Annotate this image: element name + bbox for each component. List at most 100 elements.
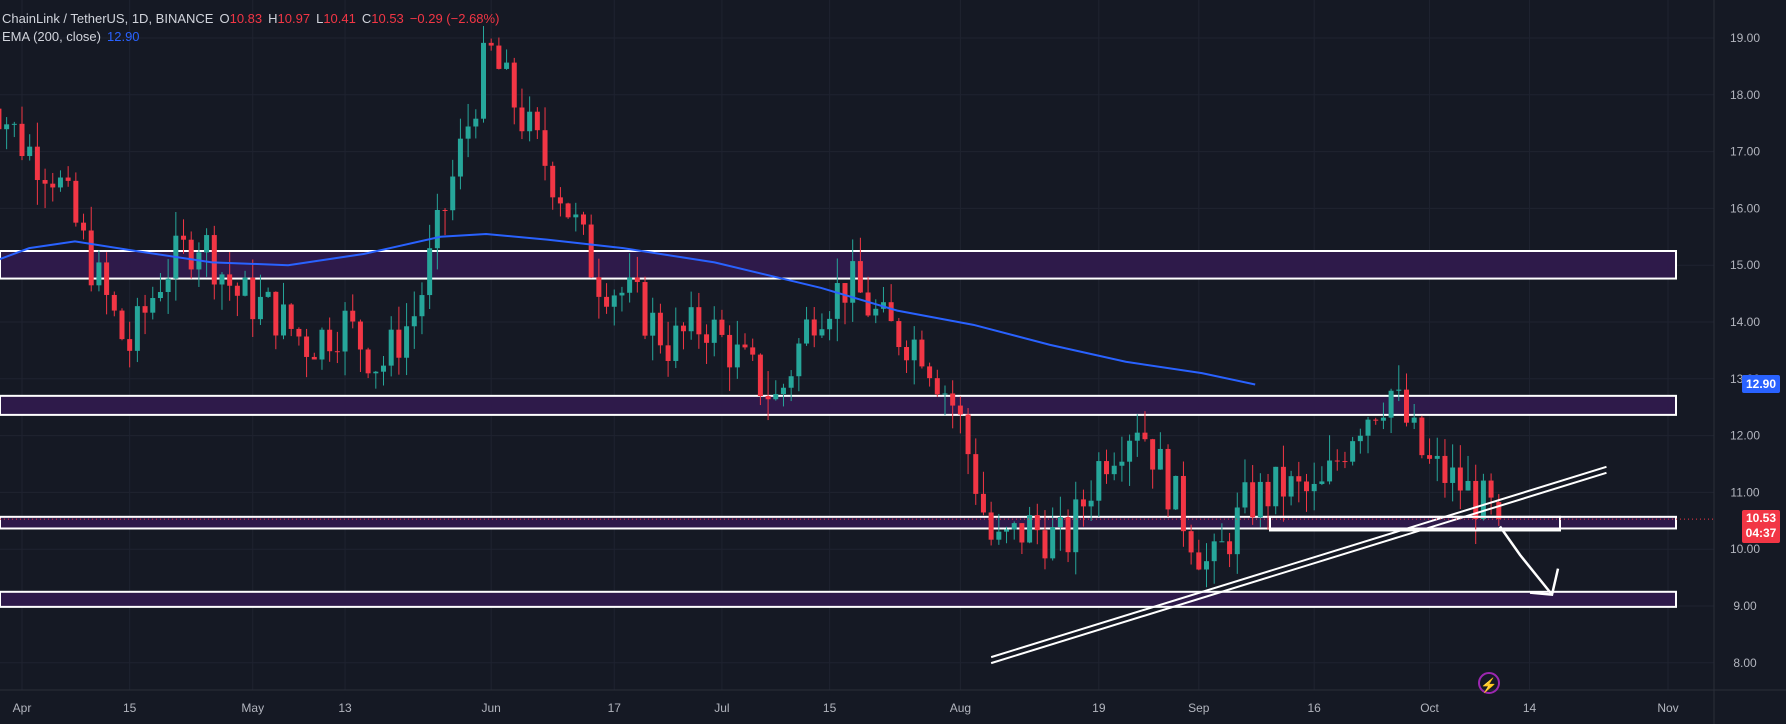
- candle-body: [1296, 476, 1302, 482]
- y-tick-label: 19.00: [1730, 31, 1760, 45]
- candle-body: [1319, 481, 1325, 484]
- open-label: O: [219, 11, 230, 26]
- candle-body: [1111, 465, 1117, 475]
- candle-body: [1365, 419, 1371, 436]
- candle-body: [381, 365, 387, 372]
- candle-body: [1065, 517, 1071, 553]
- candle-body: [642, 282, 648, 336]
- candle-body: [119, 310, 125, 340]
- candle-body: [711, 319, 717, 343]
- candle-body: [1311, 483, 1317, 492]
- symbol-title[interactable]: ChainLink / TetherUS, 1D, BINANCE: [2, 11, 214, 26]
- last-price-tag: 10.53 04:37: [1742, 510, 1780, 544]
- ema-line: [0, 232, 1256, 386]
- candle-body: [111, 294, 117, 311]
- candle-body: [273, 291, 279, 336]
- candle-body: [1196, 552, 1202, 570]
- candle-body: [1004, 529, 1010, 532]
- projection-arrow: [1498, 525, 1553, 596]
- candle-body: [188, 239, 194, 270]
- candle-body: [788, 376, 794, 388]
- candle-body: [604, 296, 610, 307]
- trendline-upper: [990, 465, 1607, 659]
- candle-body: [396, 329, 402, 358]
- candle-body: [834, 283, 840, 319]
- candle-body: [104, 262, 110, 295]
- candle-body: [1150, 439, 1156, 470]
- change-value: −0.29 (−2.68%): [409, 11, 500, 26]
- candle-body: [1011, 523, 1017, 530]
- candle-body: [1380, 417, 1386, 421]
- candle-body: [496, 45, 502, 69]
- candle-body: [819, 329, 825, 336]
- candle-body: [580, 214, 586, 225]
- candle-body: [542, 130, 548, 166]
- candle-body: [696, 307, 702, 335]
- candle-body: [257, 296, 263, 320]
- trendline-lower: [990, 471, 1607, 665]
- candle-body: [965, 414, 971, 455]
- indicator-label[interactable]: EMA (200, close): [2, 29, 101, 44]
- candle-body: [1357, 435, 1363, 442]
- candle-body: [657, 312, 663, 346]
- candle-body: [1096, 461, 1102, 501]
- candle-body: [465, 126, 471, 139]
- candle-body: [1373, 419, 1379, 421]
- candle-body: [1473, 480, 1479, 520]
- candle-body: [980, 493, 986, 513]
- candle-body: [1396, 389, 1402, 391]
- candle-body: [73, 180, 79, 223]
- candle-body: [919, 339, 925, 367]
- candle-body: [950, 393, 956, 406]
- candle-body: [11, 123, 17, 125]
- y-tick-label: 11.00: [1730, 485, 1759, 499]
- candle-body: [34, 146, 40, 181]
- lightning-icon[interactable]: ⚡: [1478, 672, 1500, 694]
- candle-body: [4, 124, 10, 130]
- candle-body: [650, 312, 656, 336]
- x-tick-label: 15: [123, 701, 137, 715]
- candle-body: [1265, 481, 1271, 507]
- candle-body: [911, 339, 917, 361]
- y-tick-label: 16.00: [1730, 201, 1760, 215]
- candle-body: [88, 230, 94, 286]
- ohlc-high: H10.97: [268, 10, 310, 28]
- candle-body: [780, 387, 786, 395]
- candle-body: [288, 304, 294, 329]
- candle-body: [519, 107, 525, 132]
- candle-body: [442, 209, 448, 211]
- candle-body: [1427, 455, 1433, 459]
- candle-body: [888, 302, 894, 322]
- candle-body: [1088, 500, 1094, 507]
- candle-body: [365, 349, 371, 374]
- candle-body: [527, 111, 533, 132]
- y-tick-label: 12.00: [1730, 429, 1760, 443]
- candle-body: [342, 310, 348, 352]
- candle-body: [165, 278, 171, 293]
- y-tick-label: 14.00: [1730, 315, 1760, 329]
- candle-body: [1219, 541, 1225, 543]
- retest-box: [1269, 515, 1561, 532]
- candle-body: [1257, 481, 1263, 518]
- candle-body: [750, 347, 756, 355]
- candle-body: [588, 224, 594, 278]
- candle-body: [1388, 390, 1394, 418]
- candle-body: [757, 354, 763, 397]
- candle-body: [673, 325, 679, 361]
- low-value: 10.41: [323, 11, 356, 26]
- candle-body: [796, 343, 802, 377]
- candle-body: [550, 165, 556, 198]
- candle-body: [304, 336, 310, 357]
- candle-body: [1434, 455, 1440, 459]
- candle-body: [1134, 432, 1140, 441]
- candle-body: [1050, 527, 1056, 559]
- candle-body: [1350, 441, 1356, 462]
- candle-body: [327, 329, 333, 352]
- candle-body: [350, 310, 356, 322]
- candle-body: [50, 183, 56, 188]
- candle-body: [1457, 467, 1463, 491]
- x-tick-label: Jun: [482, 701, 501, 715]
- candle-body: [611, 295, 617, 307]
- candle-body: [1465, 480, 1471, 491]
